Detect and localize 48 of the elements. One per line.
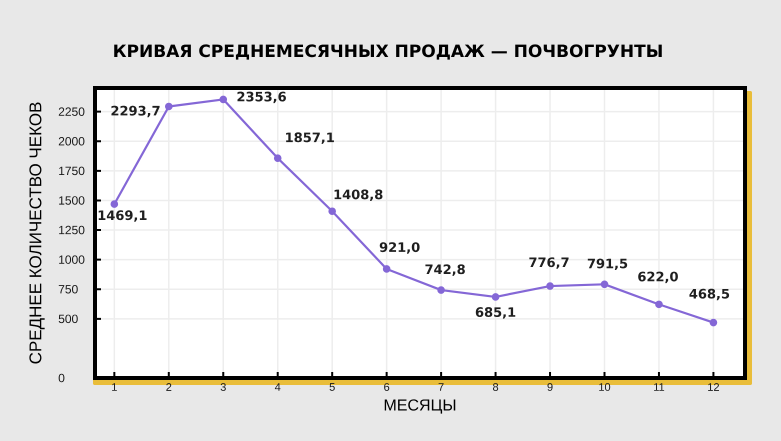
data-label: 742,8: [425, 264, 465, 276]
y-tick-label: 1750: [59, 166, 84, 176]
data-label: 2293,7: [111, 106, 160, 118]
x-tick-label: 4: [274, 383, 280, 391]
data-label: 791,5: [588, 258, 628, 270]
point: [274, 154, 282, 162]
x-tick-label: 8: [492, 383, 498, 391]
point: [492, 293, 500, 301]
x-tick-label: 11: [654, 383, 664, 391]
point: [437, 286, 445, 294]
x-tick-label: 3: [220, 383, 226, 391]
data-label: 2353,6: [237, 92, 286, 104]
point: [165, 102, 173, 110]
y-tick-label: 0: [58, 374, 64, 382]
x-tick-label: 5: [330, 383, 335, 391]
y-tick-label: 1500: [59, 196, 84, 205]
data-label: 685,1: [476, 307, 516, 319]
point: [546, 282, 554, 290]
x-axis-title: МЕСЯЦЫ: [384, 399, 456, 414]
data-label: 1469,1: [98, 210, 147, 222]
point: [219, 96, 228, 104]
data-label: 776,7: [529, 257, 569, 269]
x-tick-label: 9: [547, 383, 553, 391]
point: [600, 280, 608, 288]
x-tick-label: 2: [166, 383, 172, 391]
y-tick-label: 2000: [58, 137, 84, 146]
point: [328, 207, 336, 216]
data-label: 921,0: [380, 242, 420, 254]
data-label: 1857,1: [286, 132, 334, 144]
y-tick-label: 1250: [59, 226, 84, 234]
y-tick-label: 2250: [58, 107, 84, 116]
point: [382, 265, 390, 273]
point: [655, 300, 663, 308]
x-tick-label: 12: [708, 383, 719, 391]
chart-title: КРИВАЯ СРЕДНЕМЕСЯЧНЫХ ПРОДАЖ — ПОЧВОГРУНТЫ: [114, 44, 662, 60]
y-tick-label: 500: [58, 314, 78, 324]
data-label: 1408,8: [334, 189, 382, 201]
x-tick-label: 6: [384, 383, 390, 391]
x-tick-label: 1: [112, 383, 117, 391]
x-tick-label: 7: [438, 383, 444, 391]
y-tick-label: 1000: [59, 255, 84, 264]
y-axis-title: СРЕДНЕЕ КОЛИЧЕСТВО ЧЕКОВ: [29, 102, 45, 364]
data-label: 468,5: [689, 288, 730, 300]
point: [110, 200, 118, 208]
data-label: 622,0: [638, 272, 678, 284]
x-tick-label: 10: [599, 383, 610, 391]
y-tick-label: 750: [58, 284, 78, 294]
point: [710, 318, 718, 326]
